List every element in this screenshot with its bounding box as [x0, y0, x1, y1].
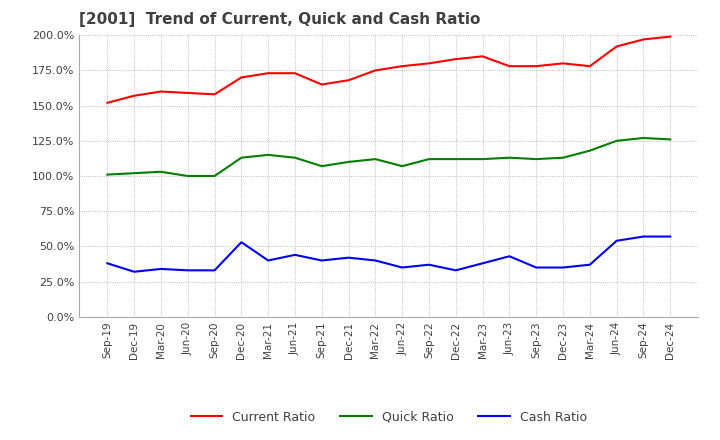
Quick Ratio — [237, 155, 246, 160]
Legend: Current Ratio, Quick Ratio, Cash Ratio: Current Ratio, Quick Ratio, Cash Ratio — [186, 406, 592, 429]
Cash Ratio — [559, 265, 567, 270]
Quick Ratio — [130, 171, 138, 176]
Cash Ratio — [505, 253, 514, 259]
Cash Ratio — [585, 262, 594, 268]
Quick Ratio — [344, 159, 353, 165]
Quick Ratio — [318, 164, 326, 169]
Current Ratio — [478, 54, 487, 59]
Current Ratio — [585, 63, 594, 69]
Quick Ratio — [184, 173, 192, 179]
Cash Ratio — [398, 265, 407, 270]
Current Ratio — [371, 68, 379, 73]
Quick Ratio — [291, 155, 300, 160]
Current Ratio — [130, 93, 138, 99]
Current Ratio — [103, 100, 112, 106]
Quick Ratio — [157, 169, 166, 174]
Text: [2001]  Trend of Current, Quick and Cash Ratio: [2001] Trend of Current, Quick and Cash … — [79, 12, 480, 27]
Current Ratio — [532, 63, 541, 69]
Cash Ratio — [184, 268, 192, 273]
Quick Ratio — [371, 157, 379, 162]
Current Ratio — [425, 61, 433, 66]
Quick Ratio — [666, 137, 675, 142]
Quick Ratio — [585, 148, 594, 153]
Cash Ratio — [612, 238, 621, 243]
Current Ratio — [559, 61, 567, 66]
Cash Ratio — [318, 258, 326, 263]
Current Ratio — [398, 63, 407, 69]
Cash Ratio — [451, 268, 460, 273]
Current Ratio — [505, 63, 514, 69]
Cash Ratio — [264, 258, 272, 263]
Quick Ratio — [532, 157, 541, 162]
Quick Ratio — [398, 164, 407, 169]
Cash Ratio — [157, 266, 166, 271]
Quick Ratio — [451, 157, 460, 162]
Quick Ratio — [639, 136, 648, 141]
Cash Ratio — [532, 265, 541, 270]
Current Ratio — [210, 92, 219, 97]
Cash Ratio — [639, 234, 648, 239]
Quick Ratio — [559, 155, 567, 160]
Cash Ratio — [666, 234, 675, 239]
Line: Cash Ratio: Cash Ratio — [107, 237, 670, 272]
Line: Current Ratio: Current Ratio — [107, 37, 670, 103]
Current Ratio — [237, 75, 246, 80]
Cash Ratio — [291, 252, 300, 257]
Quick Ratio — [264, 152, 272, 158]
Cash Ratio — [371, 258, 379, 263]
Cash Ratio — [478, 260, 487, 266]
Quick Ratio — [210, 173, 219, 179]
Current Ratio — [666, 34, 675, 39]
Quick Ratio — [103, 172, 112, 177]
Cash Ratio — [210, 268, 219, 273]
Cash Ratio — [237, 239, 246, 245]
Current Ratio — [318, 82, 326, 87]
Current Ratio — [264, 70, 272, 76]
Cash Ratio — [425, 262, 433, 268]
Current Ratio — [291, 70, 300, 76]
Current Ratio — [612, 44, 621, 49]
Quick Ratio — [612, 138, 621, 143]
Current Ratio — [184, 90, 192, 95]
Cash Ratio — [103, 260, 112, 266]
Quick Ratio — [425, 157, 433, 162]
Current Ratio — [157, 89, 166, 94]
Line: Quick Ratio: Quick Ratio — [107, 138, 670, 176]
Quick Ratio — [505, 155, 514, 160]
Quick Ratio — [478, 157, 487, 162]
Current Ratio — [639, 37, 648, 42]
Current Ratio — [344, 77, 353, 83]
Cash Ratio — [130, 269, 138, 275]
Current Ratio — [451, 56, 460, 62]
Cash Ratio — [344, 255, 353, 260]
